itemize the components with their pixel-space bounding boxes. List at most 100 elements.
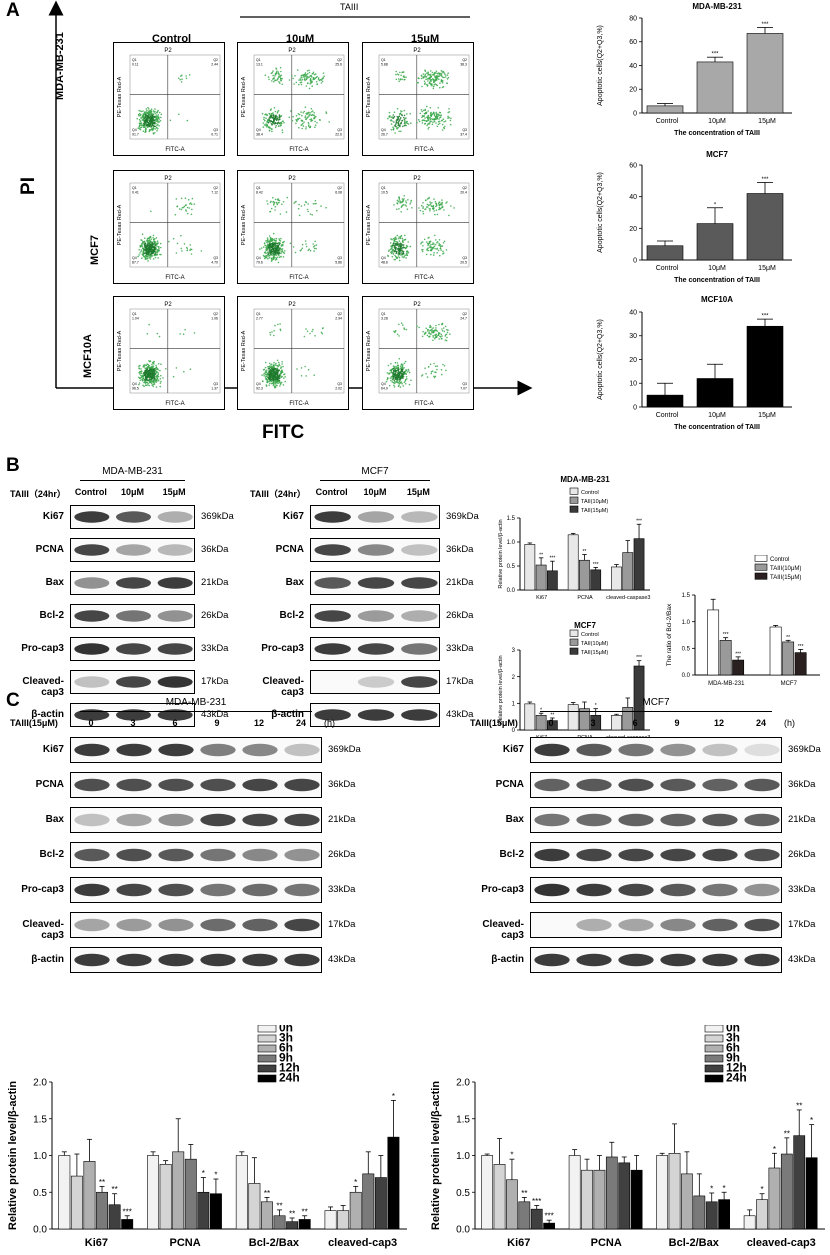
blot-band: [401, 610, 438, 622]
facs-events: [261, 323, 324, 389]
y-tick-label: 1.5: [456, 1114, 470, 1125]
blot-row-0-1: [70, 772, 322, 798]
bar: [374, 1177, 387, 1230]
blot-bands: [74, 848, 320, 862]
blot-row-1-2: [530, 807, 782, 833]
blot-kda-1-1: 36kDa: [788, 779, 816, 790]
blot-lane-0-1: 10μM: [120, 487, 144, 497]
quadrant-name: Q1: [132, 312, 137, 316]
blot-protein-label-1-4: Pro-cap3: [261, 643, 304, 654]
quadrant-name: Q2: [213, 58, 218, 62]
blot-kda-1-5: 17kDa: [788, 919, 816, 930]
bar: [579, 708, 590, 731]
blot-lane-1-2: 6: [632, 718, 638, 728]
blot-band: [576, 848, 612, 862]
blot-band: [401, 511, 438, 523]
significance-label: ***: [123, 1207, 132, 1216]
quadrant-name: Q3: [337, 256, 342, 260]
blot-kda-0-3: 26kDa: [201, 610, 229, 621]
blot-lane-0-3: 9: [214, 718, 220, 728]
bar: [693, 1195, 706, 1230]
blot-title-underline-1: [320, 480, 430, 481]
bar: [568, 1155, 581, 1230]
quadrant-name: Q1: [256, 186, 261, 190]
blot-band: [116, 778, 152, 792]
blot-band: [702, 918, 738, 932]
y-tick-label: 1.0: [456, 1151, 470, 1162]
blot-bands: [357, 676, 438, 688]
facs-events: [259, 196, 327, 264]
legend-label: 24h: [726, 1071, 747, 1085]
significance-label: ***: [532, 1197, 541, 1206]
x-category-label: PCNA: [577, 595, 593, 601]
bar: [633, 538, 645, 591]
blot-band: [74, 953, 110, 967]
quadrant-value: 25.6: [335, 63, 342, 67]
panel-letter-b: B: [6, 455, 20, 476]
blot-kda-0-5: 17kDa: [201, 676, 229, 687]
blot-bands: [74, 883, 320, 897]
blot-protein-label-1-5: Cleaved-cap3: [482, 919, 524, 941]
gate-label: P2: [288, 302, 296, 308]
y-axis-label: Relative protein level/β-actin: [430, 1081, 442, 1230]
blot-protein-label-0-0: Ki67: [42, 744, 64, 755]
blot-band: [200, 778, 236, 792]
blot-kda-1-0: 369kDa: [446, 511, 479, 522]
significance-label: *: [202, 1169, 205, 1178]
blot-title-underline-1: [540, 711, 772, 712]
blot-band: [74, 610, 110, 622]
blot-bands: [314, 709, 438, 721]
blot-band: [284, 953, 320, 967]
blot-band: [200, 953, 236, 967]
blot-protein-label-0-3: Bcl-2: [39, 849, 64, 860]
x-category-label: MCF7: [781, 681, 798, 687]
blot-kda-1-2: 21kDa: [788, 814, 816, 825]
quadrant-name: Q1: [381, 58, 386, 62]
quadrant-value: 2.44: [211, 63, 218, 67]
significance-label: **: [289, 1209, 295, 1218]
blot-kda-1-6: 43kDa: [788, 954, 816, 965]
blot-kda-0-2: 21kDa: [328, 814, 356, 825]
significance-label: *: [760, 1185, 763, 1194]
blot-band: [744, 918, 780, 932]
blot-band: [534, 953, 570, 967]
blot-kda-1-3: 26kDa: [788, 849, 816, 860]
bar: [481, 1155, 494, 1230]
blot-band: [242, 883, 278, 897]
blot-protein-label-1-2: Bax: [285, 577, 304, 588]
blot-row-0-0: [70, 505, 195, 529]
bar: [324, 1210, 337, 1230]
blot-band: [314, 577, 351, 589]
quadrant-name: Q2: [462, 312, 467, 316]
blot-lane-0-2: 15μM: [162, 487, 186, 497]
blot-band: [702, 778, 738, 792]
quadrant-name: Q3: [213, 256, 218, 260]
blot-band: [702, 813, 738, 827]
bar: [696, 223, 734, 261]
y-tick-label: 60: [629, 39, 637, 46]
blot-bands: [534, 883, 780, 897]
blot-bands: [74, 813, 320, 827]
bar: [719, 640, 732, 676]
blot-kda-1-6: 43kDa: [446, 709, 474, 720]
facs-events: [261, 66, 330, 134]
y-tick-label: 0.0: [33, 1225, 47, 1236]
facs-plot-r1-c1: P2 Q1 8.42 Q2 6.08 Q3 5.86 Q4 79.6 FITC-A PE-Texas…: [237, 170, 349, 284]
facs-frame: [378, 54, 470, 140]
blot-bands: [576, 918, 780, 932]
bar: [197, 1191, 210, 1230]
blot-kda-0-3: 26kDa: [328, 849, 356, 860]
blot-band: [284, 813, 320, 827]
blot-row-0-0: [70, 737, 322, 763]
legend-label: TAIII(15μM): [770, 575, 801, 581]
bar: [618, 1162, 631, 1230]
blot-band: [357, 511, 395, 523]
blot-protein-label-0-1: PCNA: [35, 779, 64, 790]
facs-events: [138, 323, 196, 388]
legend-label: TAII(10μM): [581, 641, 608, 647]
quadrant-name: Q4: [381, 128, 386, 132]
significance-label: *: [392, 1092, 395, 1101]
bar: [298, 1219, 311, 1230]
facs-frame: [129, 182, 221, 268]
